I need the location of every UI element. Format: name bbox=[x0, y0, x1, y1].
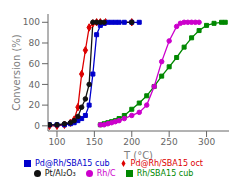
svg-text:Conversion (%): Conversion (%) bbox=[11, 34, 22, 111]
svg-text:40: 40 bbox=[29, 80, 41, 90]
html-text:Rh/C: Rh/C bbox=[96, 169, 116, 178]
html-text:Pt/Al₂O₃: Pt/Al₂O₃ bbox=[44, 169, 76, 178]
html-text:Pd@Rh/SBA15 oct: Pd@Rh/SBA15 oct bbox=[130, 159, 203, 168]
svg-text:T (°C): T (°C) bbox=[123, 150, 153, 161]
svg-text:100: 100 bbox=[23, 17, 40, 27]
html-text:Rh/SBA15 cub: Rh/SBA15 cub bbox=[136, 169, 194, 178]
svg-text:200: 200 bbox=[123, 137, 140, 147]
svg-text:100: 100 bbox=[48, 137, 65, 147]
svg-text:150: 150 bbox=[86, 137, 103, 147]
svg-text:20: 20 bbox=[29, 100, 41, 110]
svg-text:300: 300 bbox=[198, 137, 215, 147]
svg-text:80: 80 bbox=[29, 38, 41, 48]
svg-text:250: 250 bbox=[161, 137, 178, 147]
svg-text:0: 0 bbox=[34, 121, 40, 131]
html-text:Pd@Rh/SBA15 cub: Pd@Rh/SBA15 cub bbox=[35, 159, 110, 168]
svg-text:60: 60 bbox=[29, 59, 41, 69]
